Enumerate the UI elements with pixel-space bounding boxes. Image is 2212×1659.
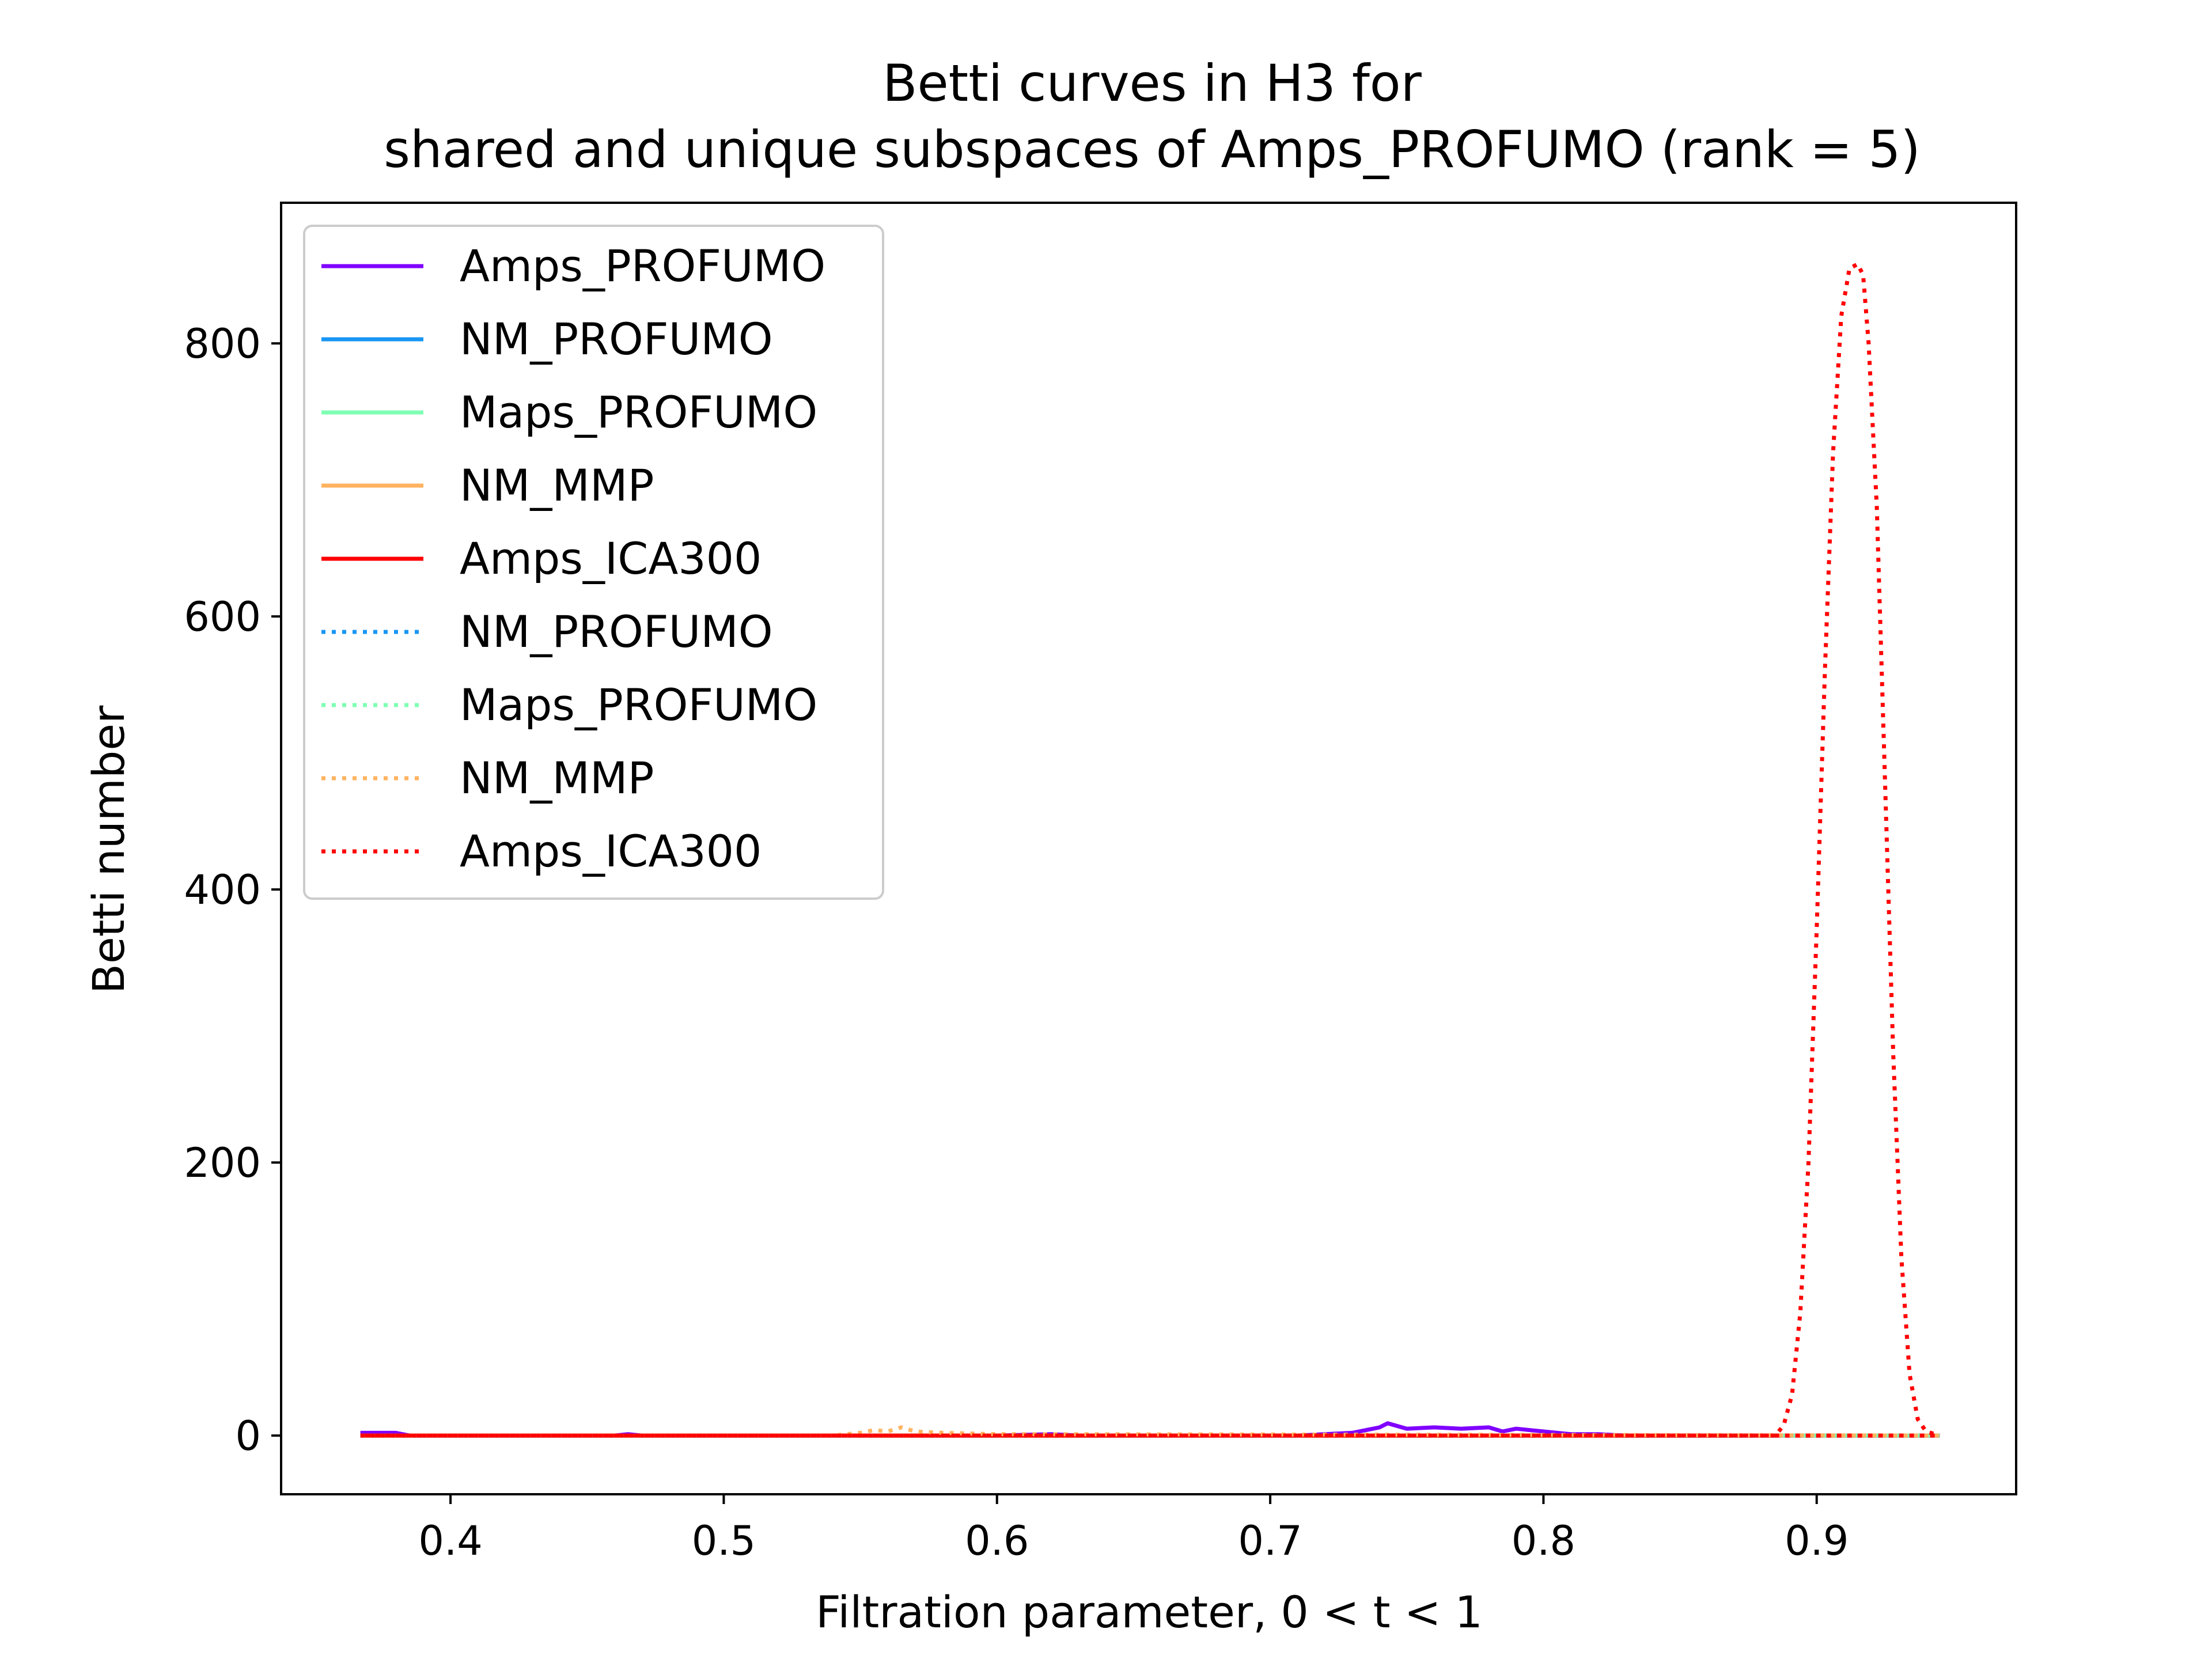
y-tick-label: 200	[184, 1139, 261, 1187]
x-tick-label: 0.6	[965, 1517, 1029, 1565]
plot-frame	[280, 202, 2017, 1495]
x-axis-label: Filtration parameter, 0 < t < 1	[816, 1586, 1483, 1638]
y-axis-label: Betti number	[83, 705, 134, 994]
legend-label: NM_MMP	[460, 752, 654, 804]
x-tick-label: 0.5	[692, 1517, 756, 1565]
legend-label: Maps_PROFUMO	[460, 679, 817, 730]
chart-title-line-1: Betti curves in H3 for	[882, 54, 1422, 113]
legend-label: Maps_PROFUMO	[460, 387, 817, 438]
y-tick-label: 800	[184, 320, 261, 368]
legend: Amps_PROFUMO NM_PROFUMO Maps_PROFUMO NM_MMP…	[303, 225, 884, 900]
x-tick-label: 0.7	[1238, 1517, 1302, 1565]
y-axis-ticks: 0 200 400 600 800	[184, 320, 281, 1460]
legend-box	[303, 225, 884, 900]
legend-label: Amps_PROFUMO	[460, 240, 825, 291]
x-tick-label: 0.4	[418, 1517, 482, 1565]
legend-label: NM_PROFUMO	[460, 606, 773, 657]
y-tick-label: 600	[184, 593, 261, 641]
y-tick-label: 0	[235, 1412, 261, 1460]
series-line-9	[360, 262, 1941, 1438]
x-tick-label: 0.8	[1512, 1517, 1575, 1565]
series-layer	[360, 262, 1941, 1438]
x-axis-ticks: 0.4 0.5 0.6 0.7 0.8 0.9	[418, 1494, 1849, 1565]
legend-label: Amps_ICA300	[460, 825, 762, 877]
legend-label: Amps_ICA300	[460, 533, 762, 584]
y-tick-label: 400	[184, 866, 261, 914]
x-tick-label: 0.9	[1785, 1517, 1849, 1565]
legend-label: NM_PROFUMO	[460, 313, 773, 365]
chart-title-line-2: shared and unique subspaces of Amps_PROF…	[384, 120, 1921, 179]
legend-label: NM_MMP	[460, 460, 654, 511]
